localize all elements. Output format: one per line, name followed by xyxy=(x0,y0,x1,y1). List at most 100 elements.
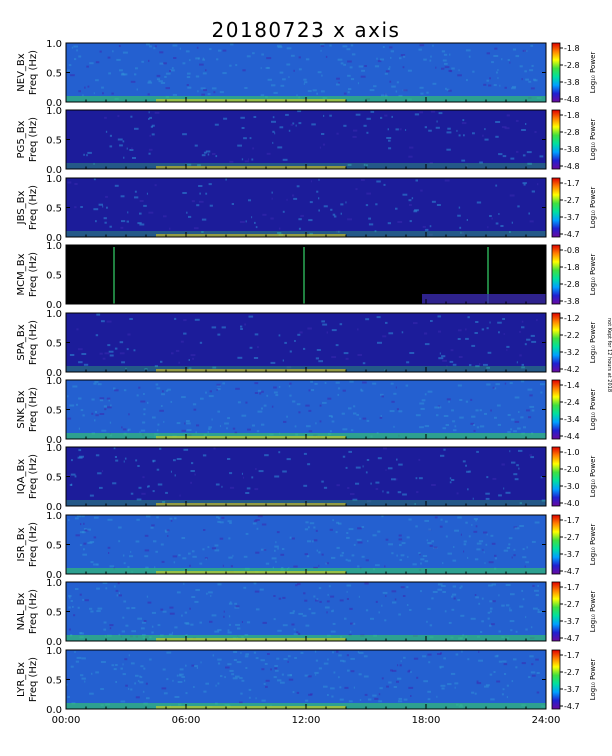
panel-pg5-background xyxy=(66,110,546,169)
panel-pg5-ytick-label: 0.0 xyxy=(46,165,62,176)
panel-nal-cbar-tick-label: -2.7 xyxy=(564,600,580,609)
panel-nal-cbar-tick-label: -4.7 xyxy=(564,634,580,643)
panel-snk-ytick-label: 0.0 xyxy=(46,435,62,446)
panel-isr-cbar-tick-label: -3.7 xyxy=(564,550,580,559)
panel-snk-cbar-tick-label: -1.4 xyxy=(564,381,580,390)
panel-mcm-cbar-tick-label: -1.8 xyxy=(564,263,580,272)
panel-spa-ylabel-station: SPA_Bx xyxy=(16,324,27,360)
panel-spa-ytick-label: 0.0 xyxy=(46,368,62,379)
panel-nal-ytick-label: 0.5 xyxy=(46,608,62,619)
side-note: not Kept for 12 hours at 2018 xyxy=(606,318,612,393)
panel-spa-ylabel-freq: Freq (Hz) xyxy=(28,320,39,365)
panel-nev-cbar-tick-label: -4.8 xyxy=(564,95,580,104)
panel-jbs-cbar-tick-label: -3.7 xyxy=(564,213,580,222)
panel-isr-background xyxy=(66,515,546,574)
panel-isr-ylabel-freq: Freq (Hz) xyxy=(28,522,39,567)
panel-nev-cbar-tick-label: -3.8 xyxy=(564,78,580,87)
panel-iqa-background xyxy=(66,447,546,506)
panel-lyr-cbar-tick-label: -1.7 xyxy=(564,651,580,660)
panel-jbs-cbar-tick-label: -4.7 xyxy=(564,230,580,239)
panel-snk-cbar-label: Log₁₀ Power xyxy=(589,389,597,431)
x-tick-label: 06:00 xyxy=(172,715,201,726)
panel-snk-colorbar xyxy=(551,379,561,440)
panel-jbs-cbar-label: Log₁₀ Power xyxy=(589,187,597,229)
panel-nal-cbar-tick-label: -3.7 xyxy=(564,617,580,626)
panel-snk-cbar-tick-label: -4.4 xyxy=(564,432,580,441)
panel-nal-ytick-label: 0.0 xyxy=(46,637,62,648)
panel-mcm-cbar-tick-label: -2.8 xyxy=(564,280,580,289)
chart-title: 20180723 x axis xyxy=(211,18,401,42)
panel-isr-colorbar xyxy=(551,514,561,575)
panel-snk-background xyxy=(66,380,546,439)
panel-mcm-ylabel-station: MCM_Bx xyxy=(16,253,27,295)
panel-nev-ytick-label: 1.0 xyxy=(46,39,62,50)
panel-pg5-cbar-label: Log₁₀ Power xyxy=(589,119,597,161)
panel-nev-cbar-tick-label: -2.8 xyxy=(564,61,580,70)
panel-lyr-cbar-tick-label: -2.7 xyxy=(564,668,580,677)
panel-nev-cbar-tick-label: -1.8 xyxy=(564,44,580,53)
panel-nev-ylabel-freq: Freq (Hz) xyxy=(28,50,39,95)
panel-spa-cbar-tick-label: -3.2 xyxy=(564,348,580,357)
panel-spa-cbar-tick-label: -1.2 xyxy=(564,314,580,323)
panel-jbs-ytick-label: 1.0 xyxy=(46,174,62,185)
panel-mcm-cbar-tick-label: -0.8 xyxy=(564,246,580,255)
panel-pg5-cbar-tick-label: -4.8 xyxy=(564,162,580,171)
panel-iqa-colorbar xyxy=(551,446,561,507)
panel-mcm-ylabel-freq: Freq (Hz) xyxy=(28,252,39,297)
x-tick-label: 00:00 xyxy=(52,715,81,726)
panel-nev-cbar-label: Log₁₀ Power xyxy=(589,52,597,94)
panel-snk-cbar-tick-label: -3.4 xyxy=(564,415,580,424)
panel-iqa-ylabel-freq: Freq (Hz) xyxy=(28,454,39,499)
panel-jbs-cbar-tick-label: -2.7 xyxy=(564,196,580,205)
panel-isr-cbar-tick-label: -1.7 xyxy=(564,516,580,525)
panel-nal-colorbar xyxy=(551,581,561,642)
panel-spa-ytick-label: 0.5 xyxy=(46,339,62,350)
panel-jbs-background xyxy=(66,178,546,237)
panel-snk-ytick-label: 0.5 xyxy=(46,406,62,417)
panel-snk-ylabel-freq: Freq (Hz) xyxy=(28,387,39,432)
panel-iqa-cbar-tick-label: -1.0 xyxy=(564,448,580,457)
panel-spa-background xyxy=(66,313,546,372)
panel-pg5-cbar-tick-label: -3.8 xyxy=(564,145,580,154)
panel-pg5-ytick-label: 1.0 xyxy=(46,106,62,117)
panel-mcm-colorbar xyxy=(551,244,561,305)
panel-mcm-cbar-tick-label: -3.8 xyxy=(564,297,580,306)
panel-iqa-ylabel-station: IQA_Bx xyxy=(16,459,27,495)
panel-nev-ytick-label: 0.5 xyxy=(46,69,62,80)
panel-snk-ytick-label: 1.0 xyxy=(46,376,62,387)
panel-iqa-cbar-tick-label: -2.0 xyxy=(564,465,580,474)
panel-lyr-ytick-label: 1.0 xyxy=(46,646,62,657)
panel-isr-ytick-label: 0.0 xyxy=(46,570,62,581)
panel-lyr-cbar-label: Log₁₀ Power xyxy=(589,659,597,701)
panel-snk-ylabel-station: SNK_Bx xyxy=(16,390,27,428)
panel-iqa-ytick-label: 0.0 xyxy=(46,502,62,513)
panel-spa-ytick-label: 1.0 xyxy=(46,309,62,320)
panel-pg5-cbar-tick-label: -1.8 xyxy=(564,111,580,120)
panel-spa-cbar-tick-label: -2.2 xyxy=(564,331,580,340)
panel-lyr-ylabel-freq: Freq (Hz) xyxy=(28,657,39,702)
panel-lyr-ylabel-station: LYR_Bx xyxy=(16,662,27,697)
panel-isr-cbar-tick-label: -4.7 xyxy=(564,567,580,576)
panel-isr-cbar-tick-label: -2.7 xyxy=(564,533,580,542)
panel-pg5-ytick-label: 0.5 xyxy=(46,136,62,147)
panel-nev-ylabel-station: NEV_Bx xyxy=(16,53,27,92)
panel-nal-ytick-label: 1.0 xyxy=(46,578,62,589)
panel-pg5-ylabel-station: PG5_Bx xyxy=(16,120,27,158)
panel-nal-ylabel-freq: Freq (Hz) xyxy=(28,589,39,634)
panel-spa-colorbar xyxy=(551,312,561,373)
panel-jbs-colorbar xyxy=(551,177,561,238)
panel-lyr-colorbar xyxy=(551,649,561,710)
panel-lyr-cbar-tick-label: -4.7 xyxy=(564,702,580,711)
panel-isr-ytick-label: 0.5 xyxy=(46,541,62,552)
panel-iqa-ytick-label: 1.0 xyxy=(46,443,62,454)
panel-jbs-ytick-label: 0.0 xyxy=(46,233,62,244)
panel-nal-background xyxy=(66,582,546,641)
x-tick-label: 18:00 xyxy=(412,715,441,726)
panel-iqa-cbar-tick-label: -3.0 xyxy=(564,482,580,491)
panel-jbs-ylabel-station: JBS_Bx xyxy=(16,191,27,226)
panel-iqa-ytick-label: 0.5 xyxy=(46,473,62,484)
panel-nev-colorbar xyxy=(551,42,561,103)
x-tick-label: 24:00 xyxy=(532,715,561,726)
panel-mcm-ytick-label: 1.0 xyxy=(46,241,62,252)
